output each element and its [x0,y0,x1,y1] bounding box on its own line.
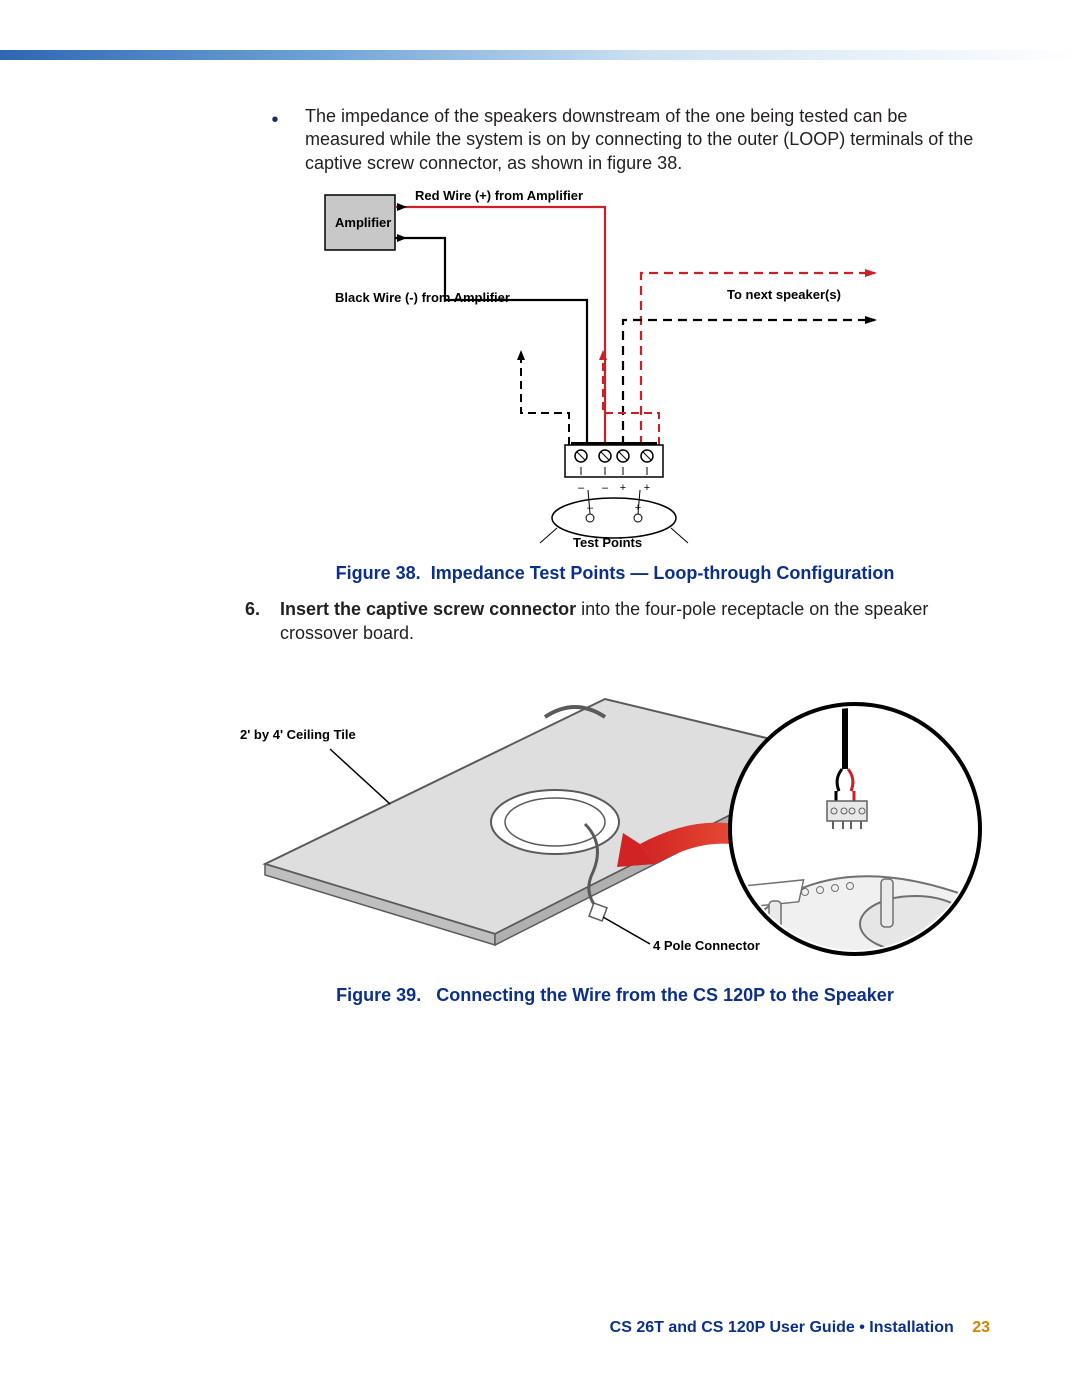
figure39-diagram: 2' by 4' Ceiling Tile 4 Pole Connector [245,649,985,979]
step6: 6. Insert the captive screw connector in… [245,598,985,645]
label-black-wire: Black Wire (-) from Amplifier [335,290,510,305]
svg-text:–: – [602,482,609,494]
label-ceiling-tile: 2' by 4' Ceiling Tile [240,727,356,742]
label-to-next: To next speaker(s) [727,287,841,302]
svg-text:–: – [578,482,585,494]
header-gradient-bar [0,50,1080,60]
figure39-title: Connecting the Wire from the CS 120P to … [436,985,894,1005]
step6-number: 6. [245,598,280,645]
label-amplifier: Amplifier [335,215,391,230]
footer-title: CS 26T and CS 120P User Guide • Installa… [610,1319,954,1336]
bullet-marker: • [245,105,305,175]
figure38-diagram: – – + + – + Amplifier Red Wire (+) from … [315,185,915,555]
bullet-item: • The impedance of the speakers downstre… [245,105,985,175]
bullet-text: The impedance of the speakers downstream… [305,105,985,175]
step6-text: Insert the captive screw connector into … [280,598,985,645]
page-content: • The impedance of the speakers downstre… [245,105,985,1020]
label-four-pole: 4 Pole Connector [653,938,760,953]
svg-text:+: + [620,482,626,494]
figure39-num: Figure 39. [336,985,421,1005]
figure38-caption: Figure 38. Impedance Test Points — Loop-… [245,563,985,584]
label-red-wire: Red Wire (+) from Amplifier [415,188,583,203]
figure39-caption: Figure 39. Connecting the Wire from the … [245,985,985,1006]
footer-page-number: 23 [972,1319,990,1336]
svg-text:–: – [587,502,594,514]
label-test-points: Test Points [573,535,642,550]
step6-bold: Insert the captive screw connector [280,599,576,619]
svg-text:+: + [644,482,650,494]
figure38-num: Figure 38. [336,563,421,583]
figure38-title: Impedance Test Points — Loop-through Con… [431,563,895,583]
page-footer: CS 26T and CS 120P User Guide • Installa… [610,1319,990,1337]
